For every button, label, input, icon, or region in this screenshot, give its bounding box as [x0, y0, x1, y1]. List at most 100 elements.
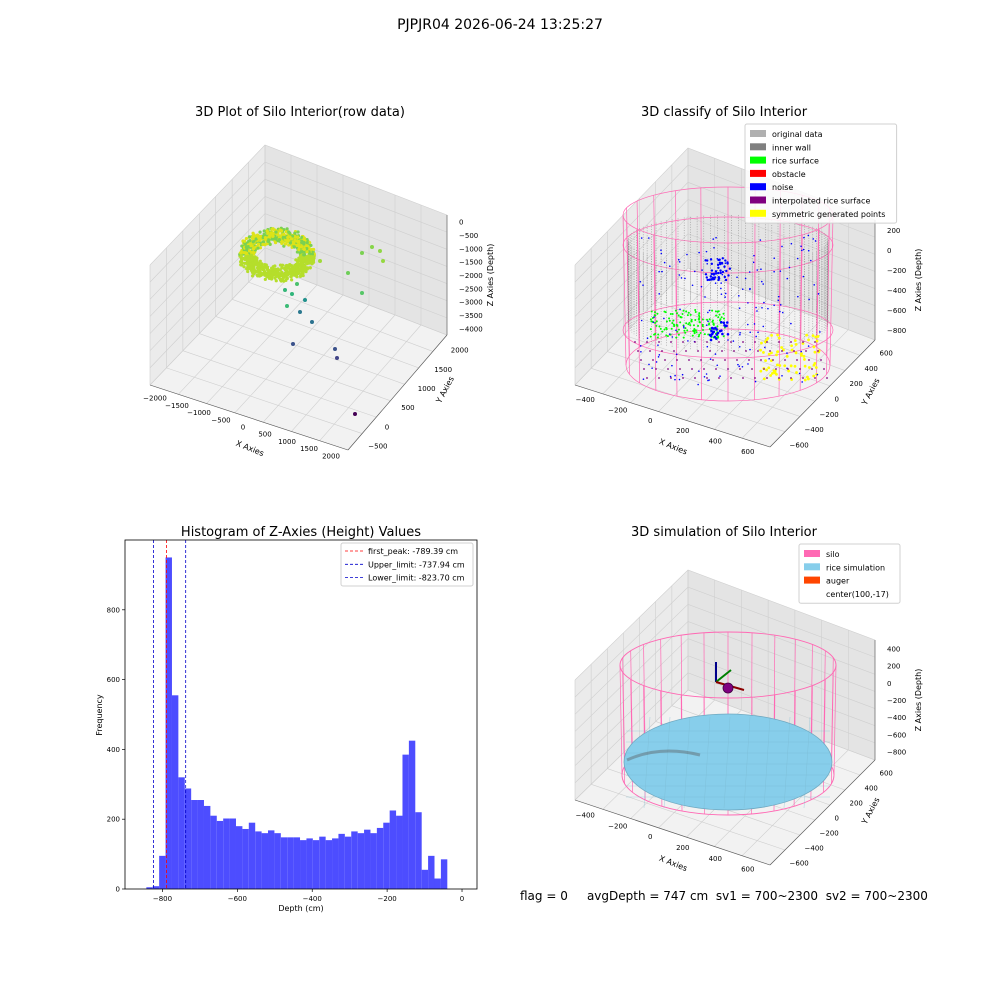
raw-point: [244, 243, 247, 246]
interpolated-point: [688, 359, 690, 361]
noise-point: [755, 381, 757, 383]
noise-point: [726, 261, 728, 263]
histogram-bar: [306, 838, 312, 889]
noise-point: [698, 370, 700, 372]
noise-point: [723, 266, 725, 268]
raw-point: [277, 233, 280, 236]
raw-point: [268, 235, 271, 238]
interpolated-point: [814, 341, 816, 343]
noise-point: [747, 363, 749, 365]
x-tick-label: 0: [648, 833, 652, 841]
z-tick-label: 0: [887, 680, 891, 688]
noise-point: [710, 335, 713, 338]
interpolated-point: [778, 341, 780, 343]
rice-surface-point: [692, 335, 694, 337]
rice-surface-point: [656, 313, 658, 315]
symmetric-point: [794, 365, 797, 368]
histogram-panel: Histogram of Z-Axies (Height) Values−800…: [95, 525, 477, 913]
rice-surface-point: [698, 316, 700, 318]
sv1-text: sv1 = 700~2300: [716, 889, 818, 903]
interpolated-point: [769, 350, 771, 352]
noise-point: [812, 238, 814, 240]
noise-point: [718, 259, 720, 261]
noise-point: [642, 284, 644, 286]
symmetric-point: [813, 346, 816, 349]
noise-point: [725, 293, 727, 295]
raw-point: [281, 272, 284, 275]
symmetric-point: [778, 337, 781, 340]
z-tick-label: 200: [887, 663, 900, 671]
noise-point: [790, 323, 792, 325]
symmetric-point: [775, 373, 778, 376]
noise-point: [727, 339, 729, 341]
x-tick-label: −200: [378, 895, 397, 903]
raw-point: [271, 271, 274, 274]
noise-point: [721, 293, 723, 295]
noise-point: [738, 366, 740, 368]
rice-surface-point: [723, 335, 725, 337]
z-tick-label: −500: [459, 232, 478, 240]
rice-surface-point: [694, 332, 696, 334]
noise-point: [679, 261, 681, 263]
rice-surface-point: [665, 334, 667, 336]
rice-surface-point: [686, 329, 688, 331]
rice-surface-point: [678, 329, 680, 331]
raw-point: [309, 258, 312, 261]
raw-point: [251, 274, 254, 277]
noise-point: [724, 296, 726, 298]
rice-surface-point: [715, 315, 717, 317]
avg-depth-text: avgDepth = 747 cm: [587, 889, 708, 903]
noise-point: [739, 334, 741, 336]
noise-point: [721, 262, 723, 264]
raw-point: [271, 238, 274, 241]
noise-point: [781, 375, 783, 377]
raw-point: [245, 246, 248, 249]
raw-point: [300, 273, 303, 276]
rice-surface-point: [650, 328, 652, 330]
interpolated-point: [784, 359, 786, 361]
raw-point: [296, 262, 299, 265]
rice-surface-point: [695, 311, 697, 313]
histogram-bar: [268, 830, 274, 889]
raw-point: [303, 237, 306, 240]
noise-point: [808, 235, 810, 237]
symmetric-point: [795, 351, 798, 354]
raw-point: [298, 257, 301, 260]
z-tick-label: −400: [887, 287, 906, 295]
z-tick-label: 0: [459, 219, 463, 227]
rice-surface-point: [717, 316, 719, 318]
rice-surface-point: [654, 311, 656, 313]
noise-point: [683, 327, 685, 329]
noise-point: [641, 320, 643, 322]
noise-point: [674, 375, 676, 377]
raw-point: [259, 260, 262, 263]
noise-point: [672, 336, 674, 338]
noise-point: [754, 323, 756, 325]
raw-point: [353, 412, 357, 416]
noise-point: [738, 295, 740, 297]
noise-point: [720, 288, 722, 290]
symmetric-point: [780, 346, 783, 349]
legend-label: auger: [826, 577, 850, 586]
interpolated-point: [817, 350, 819, 352]
noise-point: [701, 269, 703, 271]
interpolated-point: [823, 368, 825, 370]
raw-point: [257, 236, 260, 239]
symmetric-point: [776, 363, 779, 366]
raw-point: [263, 243, 266, 246]
noise-point: [786, 352, 788, 354]
x-tick-label: 400: [709, 438, 722, 446]
y-tick-label: 400: [865, 365, 878, 373]
symmetric-point: [760, 342, 763, 345]
y-tick-label: 1000: [418, 385, 436, 393]
noise-point: [808, 250, 810, 252]
raw-point: [296, 235, 299, 238]
raw-point: [290, 268, 293, 271]
x-tick-label: −400: [576, 396, 595, 404]
x-tick-label: 600: [741, 866, 754, 874]
histogram-bar: [210, 816, 216, 889]
noise-point: [711, 277, 713, 279]
histogram-bar: [441, 859, 447, 889]
legend-swatch: [750, 170, 766, 177]
rice-surface-point: [700, 332, 702, 334]
